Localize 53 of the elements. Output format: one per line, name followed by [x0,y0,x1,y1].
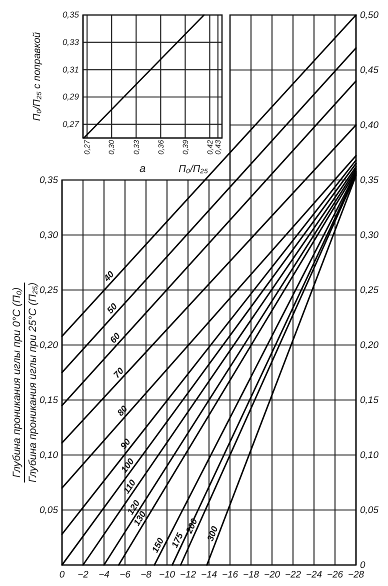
y2-tick-label: 0,50 [360,10,380,22]
x-tick-label: −18 [242,570,260,581]
x-axis-title: П₀/П₂₅ [178,164,208,175]
text: 175 [170,530,186,550]
y2-tick-label: 0,10 [360,450,380,462]
x-tick-label: −20 [264,570,281,581]
y-axis-title: Глубина проникания иглы при 0°С (П₀) Глубина проникания иглы при 25°С (П₂₅) [11,282,39,482]
x-tick-label: −28 [348,570,365,581]
y-tick-label: 0,05 [40,505,59,516]
y-axis-title: П₀/П₂₅ с поправкой [32,32,43,121]
text: 40 [101,269,116,284]
x-tick-label: −12 [180,570,197,581]
x-tick-label: −26 [326,570,344,581]
y-tick-label: 0,35 [62,10,80,20]
text: 60 [108,330,122,346]
y2-tick-label: 0,20 [360,340,380,352]
text: 90 [118,436,132,451]
text: 110 [121,478,138,496]
y-tick-label: 0,30 [40,230,59,242]
x-tick-label: −10 [158,570,176,581]
y-tick-label: 0,27 [62,119,80,130]
x-tick-label: −8 [140,570,152,581]
y-tick-label: 0,10 [40,450,59,462]
y-tick-label: 0,35 [40,175,59,186]
y-tick-label: 0,29 [62,92,80,102]
y2-tick-label: 0 [360,560,366,572]
text: 70 [112,366,126,380]
x-tick-label: −2 [78,570,90,581]
x-tick-label: −24 [306,570,322,581]
x-tick-label: 0 [59,570,66,581]
y-tick-label: 0,33 [62,37,80,48]
text: 200 [184,517,200,536]
y2-tick-label: 0,05 [360,505,380,516]
text: 50 [104,301,120,316]
x-tick-label: −14 [200,570,218,581]
y2-tick-label: 0,35 [360,175,380,186]
x-tick-label: −6 [120,570,132,581]
x-tick-label: −22 [284,570,302,581]
text: 150 [150,536,166,554]
y-tick-label: 0,25 [40,285,59,296]
y2-tick-label: 0,25 [360,285,380,296]
y2-tick-label: 0,45 [360,65,380,76]
y2-tick-label: 0,40 [360,120,380,132]
text: 300 [205,524,220,542]
y-tick-label: 0,20 [40,340,59,352]
y-tick-label: 0,15 [40,395,59,406]
text: 80 [115,404,130,418]
x-tick-label: −4 [98,570,110,581]
y2-tick-label: 0,30 [360,230,380,242]
text: a [139,163,146,175]
y-tick-label: 0,31 [62,64,80,74]
y2-tick-label: 0,15 [360,395,380,406]
x-tick-label: −16 [222,570,239,581]
